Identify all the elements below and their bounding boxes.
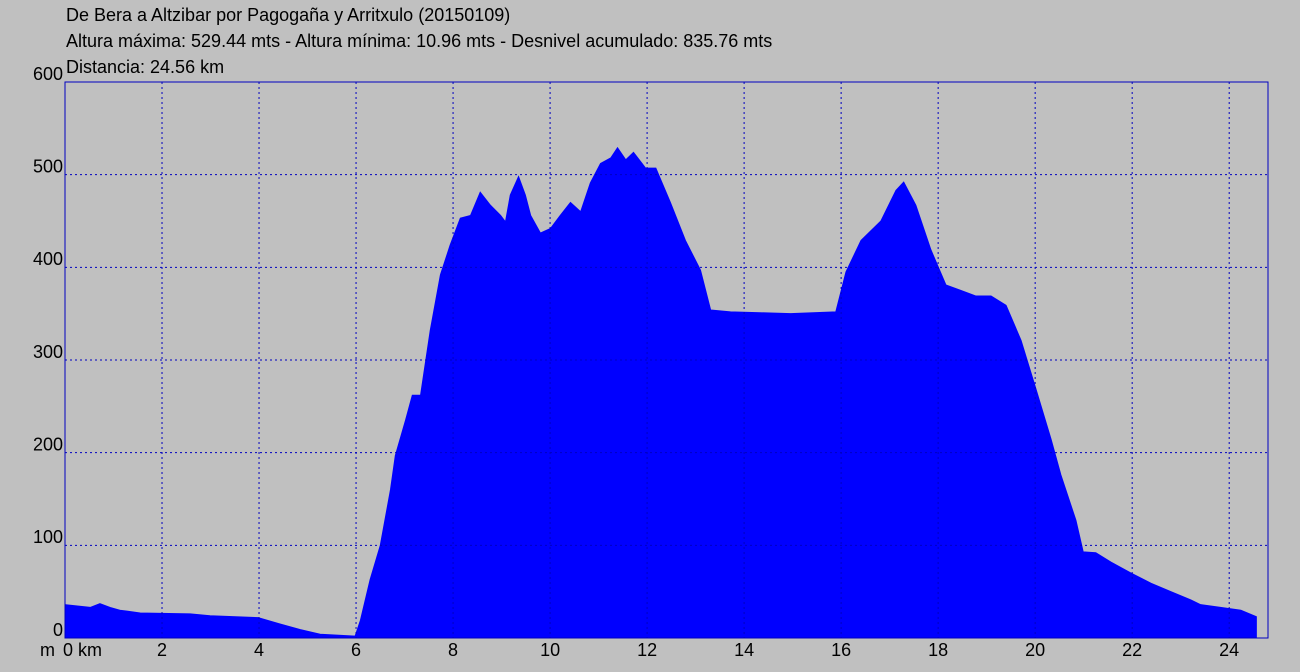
y-tick-label: 400 [33, 249, 63, 269]
x-tick-label: 4 [254, 640, 264, 660]
y-tick-label: 300 [33, 342, 63, 362]
x-tick-label: 18 [928, 640, 948, 660]
y-tick-label: 200 [33, 434, 63, 454]
x-tick-label: 14 [734, 640, 754, 660]
x-tick-label: 22 [1122, 640, 1142, 660]
x-tick-label: 8 [448, 640, 458, 660]
y-tick-label: 0 [53, 620, 63, 640]
chart-subtitle: Altura máxima: 529.44 mts - Altura mínim… [66, 31, 772, 51]
y-tick-label: 100 [33, 527, 63, 547]
x-tick-label: 16 [831, 640, 851, 660]
x-tick-label: 24 [1219, 640, 1239, 660]
elevation-area [64, 146, 1257, 639]
x-tick-label: 2 [157, 640, 167, 660]
y-tick-label: 500 [33, 156, 63, 176]
x-tick-label: 6 [351, 640, 361, 660]
y-axis-label: m [40, 640, 55, 660]
x-tick-label: 0 km [63, 640, 102, 660]
x-tick-label: 10 [540, 640, 560, 660]
x-tick-label: 12 [637, 640, 657, 660]
x-tick-label: 20 [1025, 640, 1045, 660]
chart-title: De Bera a Altzibar por Pagogaña y Arritx… [66, 5, 510, 25]
distance-note: Distancia: 24.56 km [66, 57, 224, 77]
y-tick-label: 600 [33, 64, 63, 84]
plot-border [64, 81, 1269, 639]
